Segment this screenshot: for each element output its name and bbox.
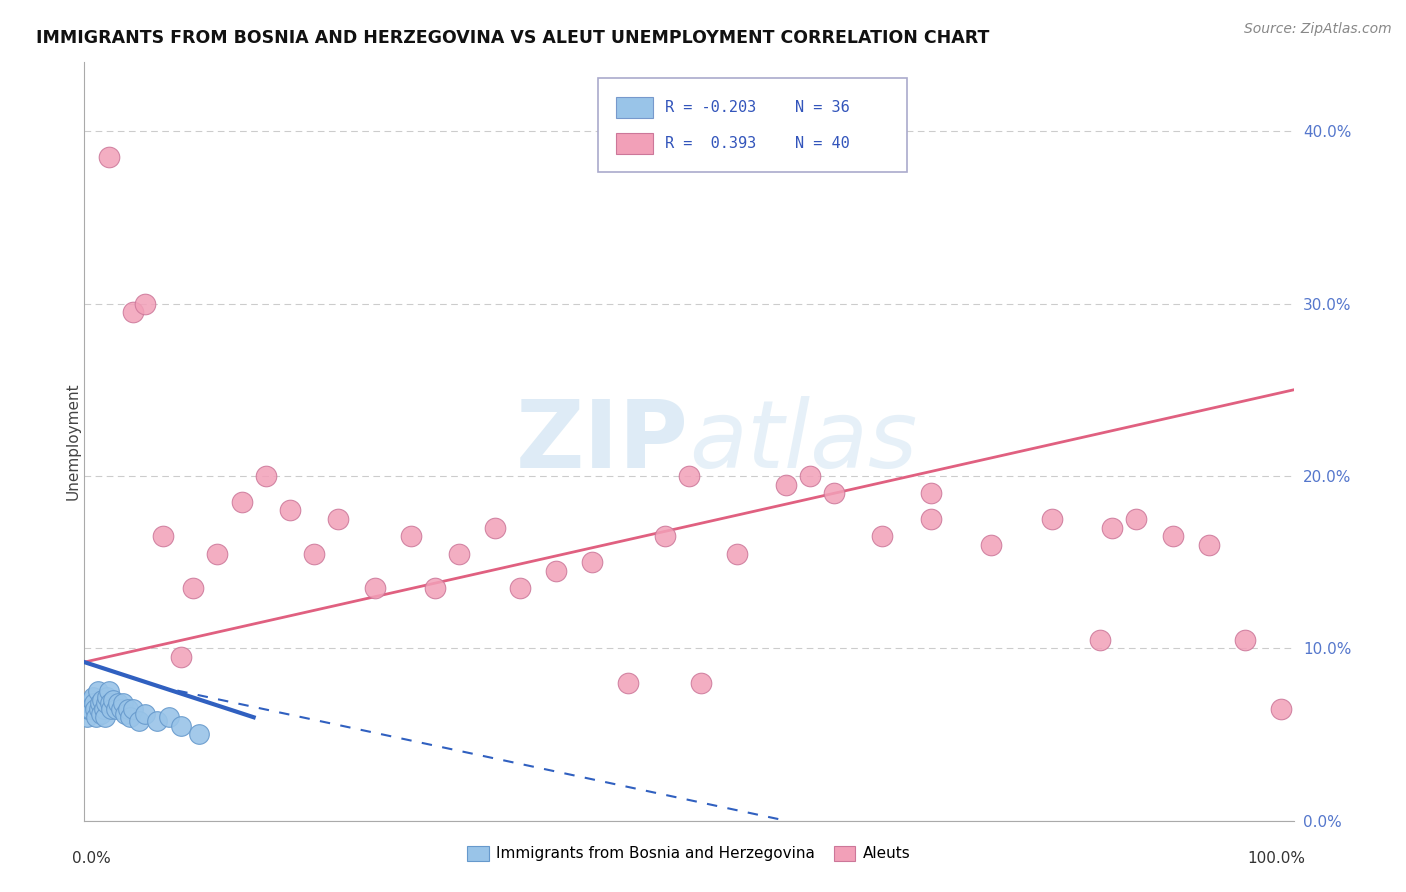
Text: N = 36: N = 36 <box>796 100 851 115</box>
Point <box>96 690 118 704</box>
Point <box>278 503 301 517</box>
Text: atlas: atlas <box>689 396 917 487</box>
Point <box>121 701 143 715</box>
Point <box>449 547 471 561</box>
Point <box>920 512 942 526</box>
Point <box>134 296 156 310</box>
Point <box>1161 529 1184 543</box>
Point <box>86 710 108 724</box>
Point <box>82 690 104 704</box>
Point <box>152 529 174 543</box>
Point <box>98 697 121 711</box>
Point <box>76 710 98 724</box>
Point <box>231 495 253 509</box>
Point <box>509 581 531 595</box>
Point <box>207 547 229 561</box>
Point <box>157 710 180 724</box>
Point <box>872 529 894 543</box>
Point <box>104 701 127 715</box>
Point <box>980 538 1002 552</box>
FancyBboxPatch shape <box>599 78 907 172</box>
Legend: Immigrants from Bosnia and Herzegovina, Aleuts: Immigrants from Bosnia and Herzegovina, … <box>461 840 917 868</box>
Point <box>799 469 821 483</box>
Text: N = 40: N = 40 <box>796 136 851 151</box>
Point <box>170 719 193 733</box>
Point <box>823 486 845 500</box>
Text: Source: ZipAtlas.com: Source: ZipAtlas.com <box>1244 22 1392 37</box>
Point <box>107 697 129 711</box>
Text: IMMIGRANTS FROM BOSNIA AND HERZEGOVINA VS ALEUT UNEMPLOYMENT CORRELATION CHART: IMMIGRANTS FROM BOSNIA AND HERZEGOVINA V… <box>37 29 990 47</box>
Y-axis label: Unemployment: Unemployment <box>66 383 80 500</box>
Point <box>94 710 117 724</box>
Point <box>1040 512 1063 526</box>
Point <box>544 564 567 578</box>
Point <box>128 714 150 728</box>
Point <box>1088 632 1111 647</box>
Point <box>920 486 942 500</box>
Point <box>1198 538 1220 552</box>
Point <box>399 529 422 543</box>
Point <box>363 581 385 595</box>
Point <box>581 555 603 569</box>
Point <box>725 547 748 561</box>
Text: R =  0.393: R = 0.393 <box>665 136 756 151</box>
Point <box>94 697 117 711</box>
Text: ZIP: ZIP <box>516 395 689 488</box>
Point <box>87 701 110 715</box>
Point <box>775 477 797 491</box>
Point <box>86 684 108 698</box>
Point <box>114 706 136 721</box>
Point <box>120 710 142 724</box>
Point <box>678 469 700 483</box>
Point <box>654 529 676 543</box>
Point <box>1270 701 1292 715</box>
Point <box>188 727 211 741</box>
Point <box>84 701 107 715</box>
Point <box>170 649 193 664</box>
Text: 0.0%: 0.0% <box>72 851 111 866</box>
Point <box>484 521 506 535</box>
Point <box>83 697 105 711</box>
Point <box>112 697 135 711</box>
Point <box>77 701 100 715</box>
Point <box>91 693 114 707</box>
Point <box>97 684 120 698</box>
Point <box>181 581 204 595</box>
Point <box>79 701 101 715</box>
Point <box>103 693 125 707</box>
Point <box>690 675 713 690</box>
Text: 100.0%: 100.0% <box>1247 851 1306 866</box>
Point <box>328 512 350 526</box>
Point <box>117 701 139 715</box>
Text: R = -0.203: R = -0.203 <box>665 100 756 115</box>
Point <box>89 697 111 711</box>
Point <box>134 706 156 721</box>
FancyBboxPatch shape <box>616 96 652 118</box>
FancyBboxPatch shape <box>616 133 652 154</box>
Point <box>1101 521 1123 535</box>
Point <box>97 150 120 164</box>
Point <box>93 701 115 715</box>
Point <box>1125 512 1147 526</box>
Point <box>77 697 100 711</box>
Point <box>90 706 112 721</box>
Point <box>146 714 169 728</box>
Point <box>100 701 122 715</box>
Point <box>1234 632 1257 647</box>
Point <box>254 469 277 483</box>
Point <box>302 547 325 561</box>
Point <box>617 675 640 690</box>
Point <box>423 581 446 595</box>
Point <box>110 701 132 715</box>
Point <box>80 693 103 707</box>
Point <box>121 305 143 319</box>
